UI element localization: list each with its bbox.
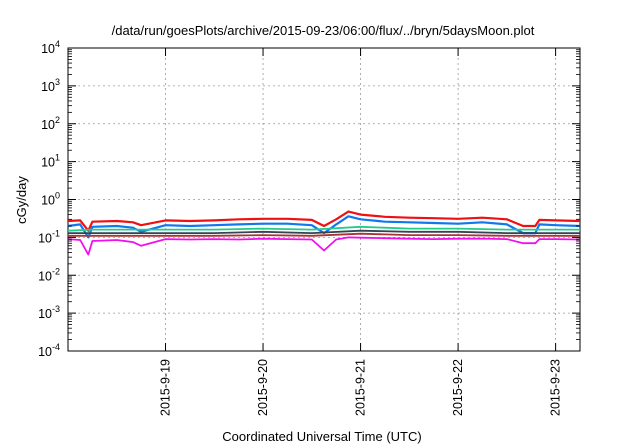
y-tick-label: 104: [41, 39, 60, 56]
y-tick-label: 10-3: [38, 304, 60, 321]
y-tick-label: 100: [41, 191, 60, 208]
y-tick-label: 10-2: [38, 266, 60, 283]
x-tick-label: 2015-9-22: [451, 359, 465, 416]
x-tick-label: 2015-9-19: [159, 359, 173, 416]
series-line-6: [67, 236, 581, 256]
x-axis-ticks: 2015-9-19 2015-9-20 2015-9-21 2015-9-22 2015…: [159, 48, 563, 416]
x-axis-label: Coordinated Universal Time (UTC): [222, 429, 421, 444]
series-line-3: [67, 225, 580, 232]
grid: [68, 48, 580, 351]
y-tick-label: 102: [41, 115, 60, 132]
chart-title: /data/run/goesPlots/archive/2015-09-23/0…: [112, 23, 535, 38]
x-tick-label: 2015-9-23: [549, 359, 563, 416]
y-axis-ticks: 10-4 10-3 10-2 10-1 100 101 102 103 104: [38, 39, 580, 359]
y-tick-label: 103: [41, 77, 60, 94]
series-group: [67, 210, 581, 256]
series-line-5: [68, 232, 580, 237]
x-tick-label: 2015-9-21: [354, 359, 368, 416]
y-tick-label: 101: [41, 153, 60, 170]
series-line-1: [67, 210, 581, 232]
series-line-4: [68, 229, 580, 235]
y-tick-label: 10-4: [38, 342, 60, 359]
y-tick-label: 10-1: [38, 228, 60, 245]
x-tick-label: 2015-9-20: [256, 359, 270, 416]
y-axis-label: cGy/day: [14, 176, 29, 224]
